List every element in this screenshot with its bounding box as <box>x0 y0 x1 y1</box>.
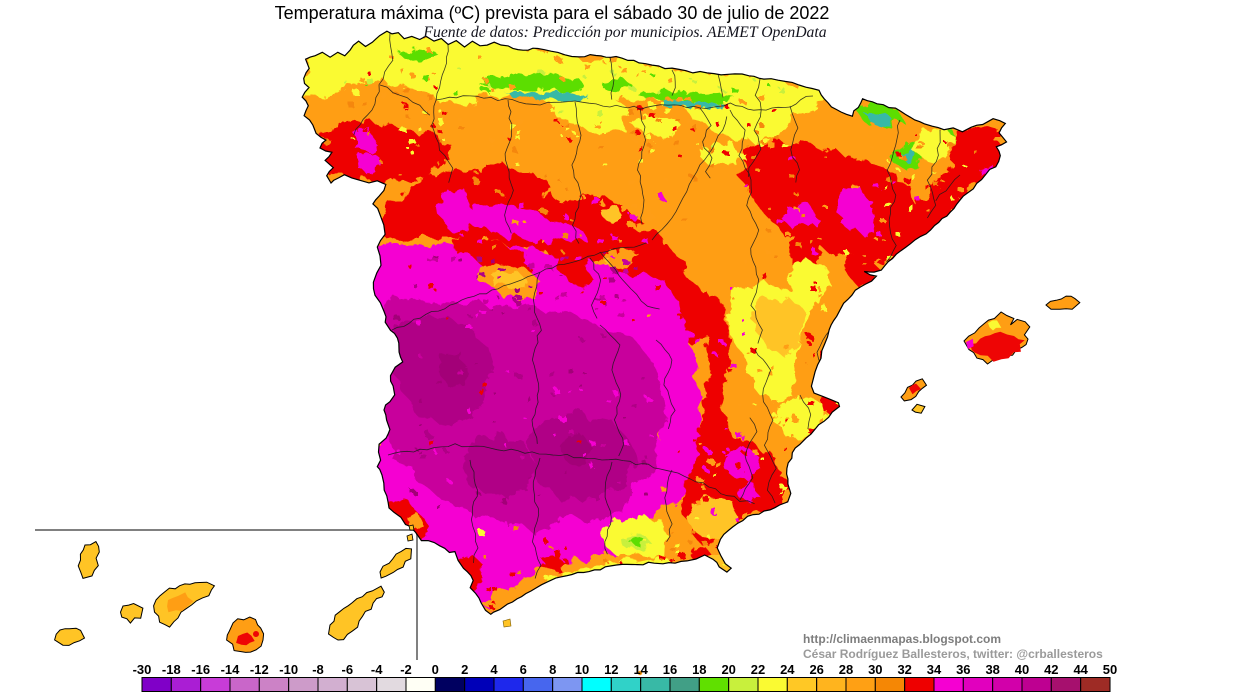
svg-text:10: 10 <box>575 662 589 677</box>
svg-text:-14: -14 <box>221 662 241 677</box>
svg-text:-8: -8 <box>312 662 324 677</box>
svg-text:16: 16 <box>663 662 677 677</box>
svg-text:30: 30 <box>868 662 882 677</box>
svg-text:8: 8 <box>549 662 556 677</box>
svg-text:-18: -18 <box>162 662 181 677</box>
svg-text:0: 0 <box>432 662 439 677</box>
svg-text:50: 50 <box>1103 662 1117 677</box>
svg-text:24: 24 <box>780 662 795 677</box>
svg-text:-2: -2 <box>400 662 412 677</box>
svg-text:4: 4 <box>490 662 498 677</box>
svg-text:-12: -12 <box>250 662 269 677</box>
svg-text:44: 44 <box>1073 662 1088 677</box>
svg-text:22: 22 <box>751 662 765 677</box>
svg-text:42: 42 <box>1044 662 1058 677</box>
svg-text:6: 6 <box>520 662 527 677</box>
svg-text:-4: -4 <box>371 662 383 677</box>
svg-text:34: 34 <box>927 662 942 677</box>
svg-text:-30: -30 <box>133 662 152 677</box>
svg-text:26: 26 <box>809 662 823 677</box>
svg-text:-10: -10 <box>279 662 298 677</box>
svg-text:2: 2 <box>461 662 468 677</box>
svg-text:20: 20 <box>721 662 735 677</box>
svg-text:40: 40 <box>1015 662 1029 677</box>
svg-text:28: 28 <box>839 662 853 677</box>
svg-text:12: 12 <box>604 662 618 677</box>
svg-text:-16: -16 <box>191 662 210 677</box>
svg-text:36: 36 <box>956 662 970 677</box>
svg-text:-6: -6 <box>342 662 354 677</box>
svg-text:32: 32 <box>897 662 911 677</box>
svg-text:14: 14 <box>633 662 648 677</box>
svg-text:38: 38 <box>985 662 999 677</box>
svg-text:18: 18 <box>692 662 706 677</box>
